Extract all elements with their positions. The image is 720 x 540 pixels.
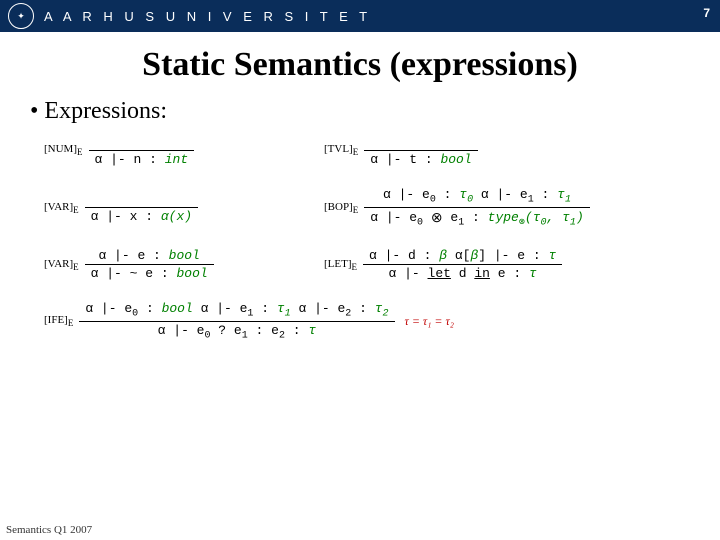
rules-area: [NUM]E α |- n : int [TVL]E α |- t : bool	[30, 133, 690, 342]
rule-row-3: [VAR]E α |- e : bool α |- ~ e : bool [LE…	[44, 247, 690, 282]
footer-text: Semantics Q1 2007	[6, 524, 92, 536]
rule-row-1: [NUM]E α |- n : int [TVL]E α |- t : bool	[44, 133, 690, 168]
rule-num: [NUM]E α |- n : int	[44, 133, 324, 168]
rule-row-2: [VAR]E α |- x : α(x) [BOP]E α |- e0 : τ0…	[44, 186, 690, 229]
content-area: • Expressions: [NUM]E α |- n : int [TVL]…	[0, 84, 720, 342]
bullet-expressions: • Expressions:	[30, 98, 690, 125]
rule-var: [VAR]E α |- x : α(x)	[44, 190, 324, 225]
university-seal: ✦	[8, 3, 34, 29]
page-number: 7	[703, 6, 710, 20]
rule-neg-frac: α |- e : bool α |- ~ e : bool	[85, 247, 214, 282]
rule-bop: [BOP]E α |- e0 : τ0 α |- e1 : τ1 α |- e0…	[324, 186, 590, 229]
rule-num-frac: α |- n : int	[89, 133, 195, 168]
page-title: Static Semantics (expressions)	[0, 46, 720, 84]
rule-ife-side-condition: τ = τ₁ = τ₂	[405, 314, 454, 329]
rule-name-neg: [VAR]E	[44, 258, 79, 272]
rule-name-ife: [IFE]E	[44, 314, 73, 328]
rule-var-frac: α |- x : α(x)	[85, 190, 198, 225]
rule-ife: [IFE]E α |- e0 : bool α |- e1 : τ1 α |- …	[44, 300, 454, 342]
rule-name-let: [LET]E	[324, 258, 357, 272]
rule-let: [LET]E α |- d : β α[β] |- e : τ α |- let…	[324, 247, 562, 282]
rule-let-frac: α |- d : β α[β] |- e : τ α |- let d in e…	[363, 247, 562, 282]
rule-row-4: [IFE]E α |- e0 : bool α |- e1 : τ1 α |- …	[44, 300, 690, 342]
rule-name-tvl: [TVL]E	[324, 143, 358, 157]
university-name: A A R H U S U N I V E R S I T E T	[44, 9, 371, 24]
rule-bop-frac: α |- e0 : τ0 α |- e1 : τ1 α |- e0 ⊗ e1 :…	[364, 186, 590, 229]
rule-tvl-frac: α |- t : bool	[364, 133, 477, 168]
rule-neg: [VAR]E α |- e : bool α |- ~ e : bool	[44, 247, 324, 282]
header-banner: ✦ A A R H U S U N I V E R S I T E T 7	[0, 0, 720, 32]
rule-ife-frac: α |- e0 : bool α |- e1 : τ1 α |- e2 : τ2…	[79, 300, 394, 342]
rule-name-num: [NUM]E	[44, 143, 83, 157]
rule-tvl: [TVL]E α |- t : bool	[324, 133, 478, 168]
rule-name-bop: [BOP]E	[324, 201, 358, 215]
rule-name-var: [VAR]E	[44, 201, 79, 215]
